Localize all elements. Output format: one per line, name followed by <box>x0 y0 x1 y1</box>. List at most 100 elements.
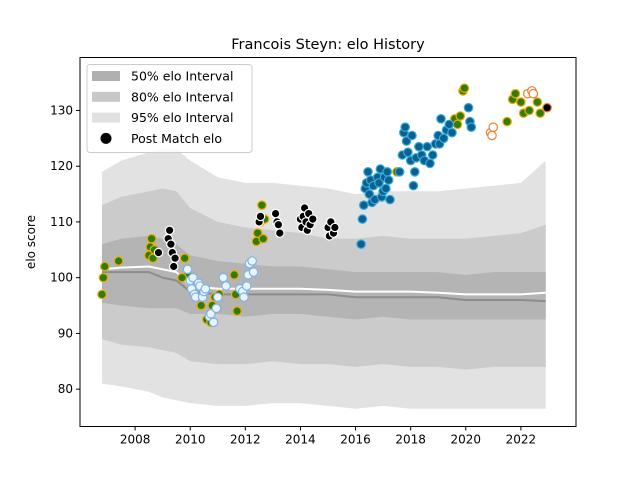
data-point <box>200 283 211 294</box>
series-5 <box>542 102 552 113</box>
legend-swatch <box>92 112 120 123</box>
data-point <box>252 228 263 238</box>
data-point <box>382 167 392 177</box>
data-point <box>510 88 521 99</box>
data-point <box>455 111 466 121</box>
data-point <box>542 102 552 113</box>
data-point <box>356 239 366 249</box>
plot-area <box>97 83 552 409</box>
y-tick-label: 80 <box>58 382 73 396</box>
data-point <box>232 306 242 316</box>
x-tick-label: 2010 <box>175 433 206 447</box>
data-point <box>408 180 419 191</box>
data-point <box>164 225 175 236</box>
data-point <box>255 211 266 222</box>
data-point <box>400 122 410 132</box>
y-tick-label: 120 <box>50 159 73 173</box>
legend-box <box>86 64 253 153</box>
data-point <box>383 175 394 185</box>
data-point <box>196 300 206 311</box>
data-point <box>229 270 240 280</box>
data-point <box>330 222 340 233</box>
data-point <box>401 136 412 146</box>
data-point <box>239 292 249 302</box>
data-point <box>532 97 543 107</box>
data-point <box>247 256 257 266</box>
data-point <box>100 261 110 272</box>
data-point <box>422 141 432 152</box>
data-point <box>357 214 368 224</box>
data-point <box>168 261 179 272</box>
data-point <box>364 189 375 199</box>
data-point <box>213 292 223 302</box>
data-point <box>414 141 424 152</box>
y-tick-label: 110 <box>50 215 73 229</box>
data-point <box>188 272 198 283</box>
series-2 <box>182 256 259 328</box>
data-point <box>179 253 190 264</box>
data-point <box>170 253 180 264</box>
series-3 <box>356 102 477 249</box>
data-point <box>146 233 157 244</box>
data-point <box>403 147 413 158</box>
data-point <box>218 272 229 283</box>
x-tick-label: 2012 <box>230 433 261 447</box>
x-tick-label: 2022 <box>506 433 537 447</box>
data-point <box>488 122 499 132</box>
data-point <box>487 130 497 141</box>
data-point <box>241 281 252 291</box>
data-point <box>374 178 384 188</box>
axes-frame <box>79 57 577 427</box>
x-tick-label: 2020 <box>451 433 482 447</box>
legend-swatch <box>92 71 120 81</box>
data-point <box>502 116 512 127</box>
data-point <box>459 83 470 93</box>
median-line <box>102 271 546 303</box>
data-point <box>436 114 446 124</box>
y-axis-label: elo score <box>24 215 38 269</box>
legend-marker <box>100 132 112 144</box>
data-point <box>208 317 219 328</box>
data-point <box>381 183 391 194</box>
data-point <box>524 105 534 116</box>
data-point <box>358 200 369 210</box>
data-point <box>182 264 193 275</box>
data-point <box>516 97 526 107</box>
y-tick-label: 90 <box>58 326 73 340</box>
data-point <box>206 309 216 319</box>
data-point <box>447 127 457 138</box>
data-point <box>528 88 539 99</box>
data-point <box>425 158 435 169</box>
data-point <box>273 219 284 230</box>
data-point <box>177 272 187 283</box>
legend-label: 95% elo Interval <box>131 110 233 125</box>
y-tick-label: 100 <box>50 271 73 285</box>
data-point <box>248 267 259 277</box>
legend-label: 80% elo Interval <box>131 89 233 104</box>
data-point <box>153 247 164 258</box>
data-point <box>257 200 267 210</box>
data-point <box>438 133 449 144</box>
data-point <box>166 239 176 249</box>
legend-label: 50% elo Interval <box>131 69 233 84</box>
mean-line <box>101 265 546 296</box>
data-point <box>463 102 474 113</box>
data-point <box>427 150 438 160</box>
y-axis: 80 90 100 110 120 130 <box>50 103 80 396</box>
data-point <box>394 167 405 177</box>
legend: 50% elo Interval 80% elo Interval 95% elo … <box>86 64 253 153</box>
data-point <box>466 122 477 132</box>
data-point <box>363 167 373 177</box>
data-point <box>307 214 318 224</box>
legend-label: Post Match elo <box>131 131 222 146</box>
x-tick-label: 2014 <box>285 433 316 447</box>
data-point <box>274 228 285 238</box>
data-point <box>258 233 268 244</box>
data-point <box>444 119 454 130</box>
x-axis: 2008 2010 2012 2014 2016 2018 2020 2022 <box>120 426 537 447</box>
legend-swatch <box>92 91 120 102</box>
data-point <box>211 303 222 314</box>
data-point <box>407 130 417 141</box>
series-4 <box>485 86 539 141</box>
series-1 <box>153 203 340 272</box>
